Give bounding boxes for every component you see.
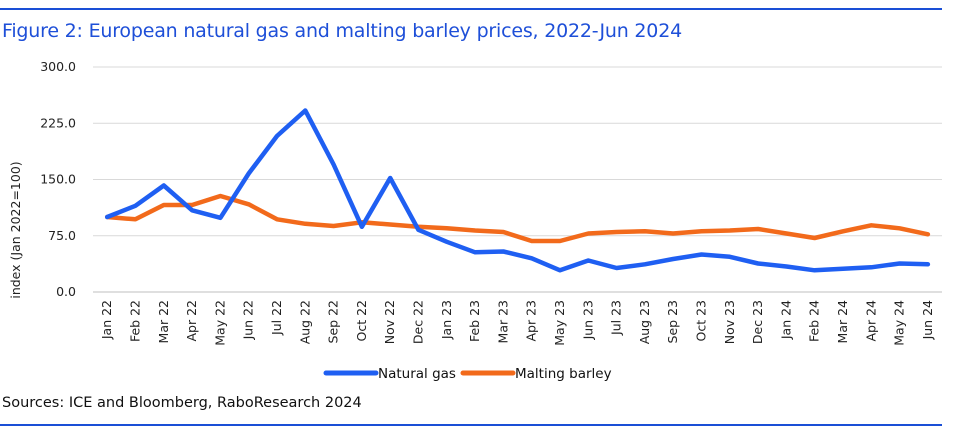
x-tick-label: Sep 23 — [665, 300, 680, 343]
x-tick-label: Nov 22 — [382, 300, 397, 344]
x-tick-label: Jul 23 — [609, 300, 624, 336]
x-tick-label: Oct 23 — [693, 300, 708, 342]
y-tick-labels: 0.0 75.0 150.0 225.0 300.0 — [40, 59, 76, 299]
x-tick-label: Oct 22 — [354, 300, 369, 342]
x-tick-label: Feb 24 — [807, 300, 822, 342]
x-tick-label: Jun 24 — [920, 300, 935, 340]
source-note: Sources: ICE and Bloomberg, RaboResearch… — [2, 395, 362, 411]
x-tick-label: Nov 23 — [722, 300, 737, 344]
x-tick-label: Feb 22 — [127, 300, 142, 342]
y-tick-label: 225.0 — [40, 115, 76, 130]
x-tick-label: May 22 — [212, 300, 227, 346]
x-tick-label: Mar 24 — [835, 300, 850, 344]
x-tick-label: Mar 23 — [495, 300, 510, 343]
x-tick-label: Jun 22 — [241, 300, 256, 340]
legend-label: Malting barley — [515, 366, 612, 382]
x-tick-label: Apr 24 — [863, 300, 878, 342]
x-tick-label: Jan 24 — [778, 300, 793, 340]
x-tick-label: Apr 23 — [524, 300, 539, 342]
x-tick-label: Mar 22 — [156, 300, 171, 343]
series-lines — [104, 108, 931, 273]
x-tick-label: Aug 23 — [637, 300, 652, 344]
x-tick-label: Jul 22 — [269, 300, 284, 336]
x-tick-label: Aug 22 — [297, 300, 312, 344]
x-tick-label: Sep 22 — [326, 300, 341, 343]
x-tick-label: Jun 23 — [580, 300, 595, 340]
series-line-malting-barley — [104, 193, 931, 244]
x-tick-label: Feb 23 — [467, 300, 482, 342]
bottom-rule — [0, 424, 942, 426]
x-tick-labels: Jan 22 Feb 22 Mar 22 Apr 22 May 22 Jun 22 Jul … — [99, 300, 935, 346]
x-tick-label: Dec 22 — [410, 300, 425, 344]
y-axis-label: index (Jan 2022=100) — [8, 161, 23, 298]
y-tick-label: 0.0 — [56, 284, 76, 299]
y-tick-label: 300.0 — [40, 59, 76, 74]
series-line-natural-gas — [104, 108, 931, 273]
x-tick-label: Jan 23 — [439, 300, 454, 340]
top-rule — [0, 8, 942, 10]
x-tick-label: Dec 23 — [750, 300, 765, 344]
figure-title: Figure 2: European natural gas and malti… — [2, 20, 682, 42]
x-tick-label: Jan 22 — [99, 300, 114, 340]
gridlines — [93, 66, 942, 293]
legend: Natural gas Malting barley — [323, 366, 612, 382]
legend-label: Natural gas — [378, 366, 456, 382]
x-tick-label: May 24 — [892, 300, 907, 346]
x-tick-label: May 23 — [552, 300, 567, 346]
x-tick-label: Apr 22 — [184, 300, 199, 342]
y-tick-label: 150.0 — [40, 172, 76, 187]
y-tick-label: 75.0 — [48, 228, 76, 243]
